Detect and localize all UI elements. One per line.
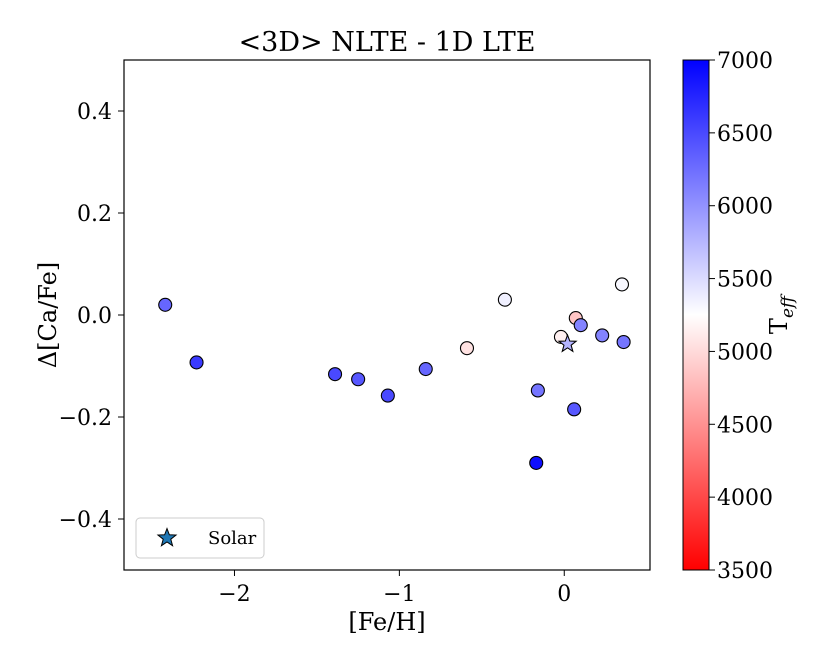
- legend: Solar: [135, 517, 265, 559]
- y-tick-label: 0.2: [77, 202, 112, 227]
- data-point: [573, 318, 588, 333]
- data-point: [595, 328, 610, 343]
- plot-area: [123, 59, 651, 571]
- data-point: [530, 383, 545, 398]
- data-point: [189, 355, 204, 370]
- y-axis: −0.4 −0.2 0.0 0.2 0.4: [59, 100, 124, 533]
- colorbar-label: Teff: [765, 293, 798, 334]
- y-tick-label: −0.2: [59, 406, 112, 431]
- x-tick-label: −2: [218, 582, 250, 607]
- colorbar-tick-label: 3500: [717, 559, 773, 584]
- data-point: [459, 341, 475, 356]
- x-axis: −2 −1 0: [218, 570, 571, 607]
- solar-marker: [557, 333, 578, 353]
- data-point: [567, 402, 582, 417]
- data-point: [418, 362, 433, 377]
- data-point: [497, 292, 512, 307]
- data-point: [158, 297, 173, 312]
- chart-title: <3D> NLTE - 1D LTE: [239, 27, 536, 58]
- data-point: [380, 388, 395, 403]
- data-point: [328, 367, 343, 382]
- colorbar-axis: 3500 4000 4500 5000 5500 6000 6500 7000: [709, 49, 773, 584]
- colorbar-label-sub: eff: [778, 293, 798, 318]
- y-tick-label: 0.4: [77, 100, 112, 125]
- x-tick-label: −1: [383, 582, 415, 607]
- x-tick-label: 0: [557, 582, 571, 607]
- y-tick-label: 0.0: [77, 304, 112, 329]
- legend-label-solar: Solar: [208, 528, 257, 549]
- data-point: [614, 277, 630, 292]
- colorbar-tick-label: 4500: [717, 413, 773, 438]
- colorbar-tick-label: 5500: [717, 268, 773, 293]
- legend-box: [135, 517, 265, 559]
- y-axis-label: Δ[Ca/Fe]: [34, 262, 62, 368]
- colorbar: [682, 59, 710, 571]
- data-points: [158, 277, 631, 470]
- legend-solar-marker: [156, 527, 178, 547]
- colorbar-tick-label: 5000: [717, 340, 773, 365]
- data-point: [616, 334, 631, 350]
- colorbar-tick-label: 6500: [717, 122, 773, 147]
- data-point: [351, 372, 366, 387]
- colorbar-tick-label: 7000: [717, 49, 773, 74]
- colorbar-tick-label: 6000: [717, 195, 773, 220]
- colorbar-label-main: T: [765, 318, 793, 334]
- data-point: [529, 455, 544, 470]
- x-axis-label: [Fe/H]: [348, 608, 425, 636]
- colorbar-tick-label: 4000: [717, 486, 773, 511]
- y-tick-label: −0.4: [59, 508, 112, 533]
